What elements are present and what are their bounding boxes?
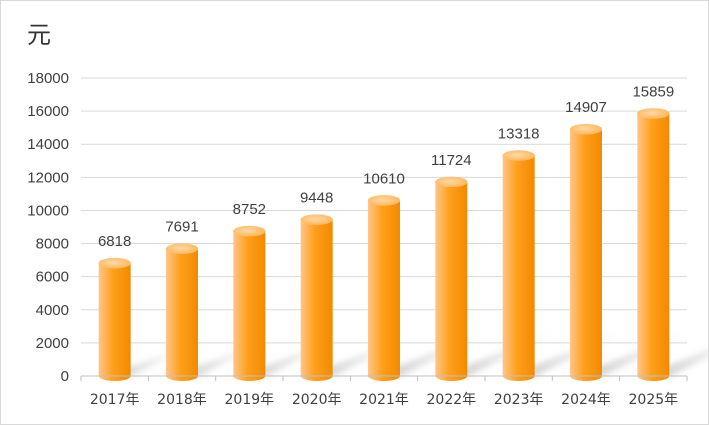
bar xyxy=(300,219,333,381)
bar-top-cap xyxy=(367,195,401,206)
bar xyxy=(637,113,670,382)
y-tick-label: 8000 xyxy=(36,236,69,253)
bar xyxy=(502,155,535,382)
data-label: 14907 xyxy=(565,99,607,116)
data-label: 13318 xyxy=(498,126,540,143)
x-tick-label: 2017年 xyxy=(90,392,140,408)
y-axis-unit-label: 元 xyxy=(27,21,51,49)
bar xyxy=(98,263,131,381)
bar xyxy=(233,231,266,381)
y-tick-label: 4000 xyxy=(36,302,69,319)
x-tick-label: 2019年 xyxy=(225,392,275,408)
bar xyxy=(166,248,198,381)
x-tick-label: 2024年 xyxy=(561,392,611,408)
x-tick-label: 2022年 xyxy=(427,392,477,408)
y-axis-tick-labels: 0 2000 4000 6000 8000 10000 12000 14000 16000 180… xyxy=(27,70,69,385)
bar-top-cap xyxy=(300,214,333,225)
bar-top-cap xyxy=(637,108,670,119)
y-tick-label: 0 xyxy=(61,368,69,385)
bar xyxy=(368,200,400,381)
y-tick-label: 16000 xyxy=(27,103,69,120)
bar xyxy=(570,129,602,381)
y-tick-label: 6000 xyxy=(36,269,69,286)
data-labels: 6818 7691 8752 9448 10610 11724 13318 14907 1585… xyxy=(98,83,674,250)
x-axis-tick-labels: 2017年 2018年 2019年 2020年 2021年 2022年 2023年 2024年… xyxy=(90,392,678,408)
bar xyxy=(435,181,468,381)
y-tick-label: 2000 xyxy=(36,335,69,352)
bar-top-cap xyxy=(569,123,603,135)
data-label: 6818 xyxy=(98,233,131,250)
bar-top-cap xyxy=(233,225,266,237)
y-tick-label: 14000 xyxy=(27,136,69,153)
y-tick-label: 10000 xyxy=(27,202,69,219)
x-tick-label: 2025年 xyxy=(629,392,679,408)
data-label: 9448 xyxy=(300,190,333,207)
bar-top-cap xyxy=(98,257,131,269)
bar-top-cap xyxy=(165,243,199,254)
y-tick-label: 12000 xyxy=(27,169,69,186)
data-label: 8752 xyxy=(233,201,266,218)
data-label: 11724 xyxy=(431,152,472,169)
bar-top-cap xyxy=(502,150,535,161)
x-tick-label: 2020年 xyxy=(292,392,342,408)
data-label: 15859 xyxy=(632,83,674,100)
x-tick-label: 2018年 xyxy=(157,392,207,408)
data-label: 10610 xyxy=(363,170,405,187)
data-label: 7691 xyxy=(165,219,198,236)
x-tick-label: 2021年 xyxy=(359,392,409,408)
bar-top-cap xyxy=(435,176,468,188)
bars xyxy=(98,108,670,382)
x-axis xyxy=(80,375,688,381)
x-tick-label: 2023年 xyxy=(494,392,544,408)
y-tick-label: 18000 xyxy=(27,70,69,87)
